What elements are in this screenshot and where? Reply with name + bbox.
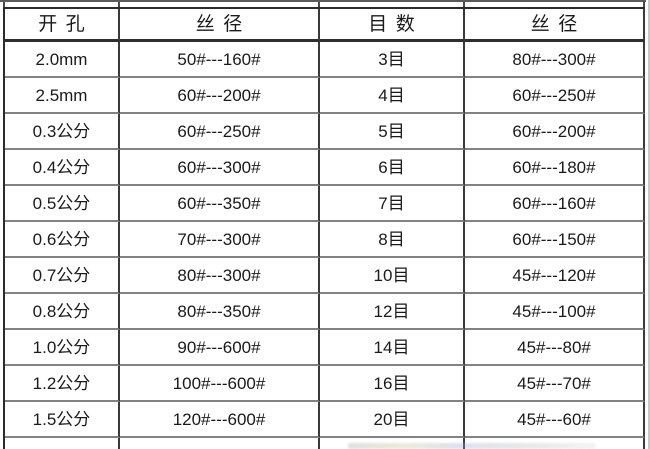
table-cell: 45#---70# (465, 366, 645, 402)
table-cell: 2.0mm (5, 42, 120, 78)
table-cell: 6目 (320, 150, 465, 186)
table-cell: 20目 (320, 402, 465, 438)
grid-line-stub (118, 2, 120, 8)
table-cell: 120#---600# (120, 402, 320, 438)
grid-line-stub (463, 2, 465, 8)
table-cell: 0.8公分 (5, 294, 120, 330)
table-cell: 60#---350# (120, 186, 320, 222)
table-cell: 1.0公分 (5, 330, 120, 366)
table-cell: 0.6公分 (5, 222, 120, 258)
table-cell: 100#---600# (120, 366, 320, 402)
table-cell: 0.4公分 (5, 150, 120, 186)
header-aperture: 开孔 (5, 9, 120, 42)
cropped-cell (5, 438, 120, 449)
table-cell: 60#---250# (465, 78, 645, 114)
table-cell: 12目 (320, 294, 465, 330)
table-cell: 80#---300# (465, 42, 645, 78)
table-cell: 60#---180# (465, 150, 645, 186)
table-cell: 80#---350# (120, 294, 320, 330)
table-cell: 0.7公分 (5, 258, 120, 294)
table-cell: 80#---300# (120, 258, 320, 294)
table-cell: 5目 (320, 114, 465, 150)
table-cell: 70#---300# (120, 222, 320, 258)
header-mesh-count: 目数 (320, 9, 465, 42)
table-cell: 60#---150# (465, 222, 645, 258)
grid-line-stub (643, 2, 645, 8)
table-cell: 45#---100# (465, 294, 645, 330)
table-cell: 45#---120# (465, 258, 645, 294)
header-wire-diameter-left: 丝径 (120, 9, 320, 42)
table-cell: 7目 (320, 186, 465, 222)
table-cell: 45#---60# (465, 402, 645, 438)
table-cell: 1.5公分 (5, 402, 120, 438)
header-wire-diameter-right: 丝径 (465, 9, 645, 42)
faded-watermark (348, 443, 596, 449)
cropped-cell (120, 438, 320, 449)
mesh-spec-table: 开孔 丝径 目数 丝径 2.0mm 50#---160# 3目 80#---30… (3, 7, 645, 449)
grid-line-stub (3, 2, 5, 8)
cropped-cell (465, 438, 645, 449)
cropped-row-divider-top (0, 0, 646, 2)
cropped-cell (320, 438, 465, 449)
table-cell: 60#---200# (120, 78, 320, 114)
table-cell: 3目 (320, 42, 465, 78)
table-cell: 60#---200# (465, 114, 645, 150)
table-cell: 60#---160# (465, 186, 645, 222)
table-cell: 4目 (320, 78, 465, 114)
table-cell: 14目 (320, 330, 465, 366)
table-cell: 16目 (320, 366, 465, 402)
table-cell: 50#---160# (120, 42, 320, 78)
table-cell: 0.3公分 (5, 114, 120, 150)
table-cell: 90#---600# (120, 330, 320, 366)
table-cell: 60#---300# (120, 150, 320, 186)
table-cell: 1.2公分 (5, 366, 120, 402)
table-cell: 45#---80# (465, 330, 645, 366)
table-cell: 2.5mm (5, 78, 120, 114)
grid-line-stub (318, 2, 320, 8)
table-cell: 10目 (320, 258, 465, 294)
table-cell: 60#---250# (120, 114, 320, 150)
image-right-edge (648, 0, 650, 449)
table-cell: 8目 (320, 222, 465, 258)
table-cell: 0.5公分 (5, 186, 120, 222)
